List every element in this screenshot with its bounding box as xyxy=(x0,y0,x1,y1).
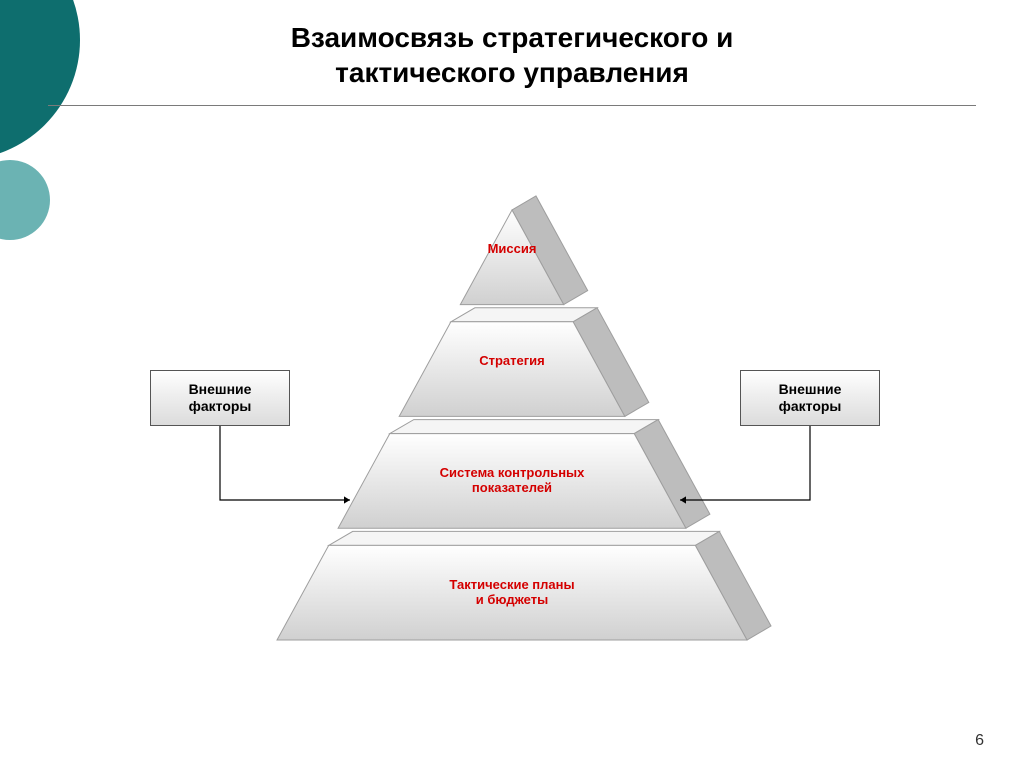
pyramid-label-tactical: Тактические планыи бюджеты xyxy=(277,577,747,608)
connector-line xyxy=(220,426,350,500)
connector-line xyxy=(680,426,810,500)
external-factors-left-label: Внешние факторы xyxy=(189,381,252,415)
pyramid-top-face-strategy xyxy=(451,308,597,322)
connector-arrowhead xyxy=(344,496,350,503)
pyramid-label-mission: Миссия xyxy=(460,241,563,257)
pyramid-label-strategy: Стратегия xyxy=(399,353,625,369)
pyramid-label-kpi: Система контрольныхпоказателей xyxy=(338,465,686,496)
pyramid-top-face-kpi xyxy=(390,420,658,434)
external-factors-right: Внешние факторы xyxy=(740,370,880,426)
slide-stage: Взаимосвязь стратегического и тактическо… xyxy=(0,0,1024,766)
external-factors-right-label: Внешние факторы xyxy=(779,381,842,415)
pyramid xyxy=(277,196,771,640)
external-factors-left: Внешние факторы xyxy=(150,370,290,426)
pyramid-top-face-tactical xyxy=(329,531,720,545)
page-number: 6 xyxy=(975,732,984,750)
